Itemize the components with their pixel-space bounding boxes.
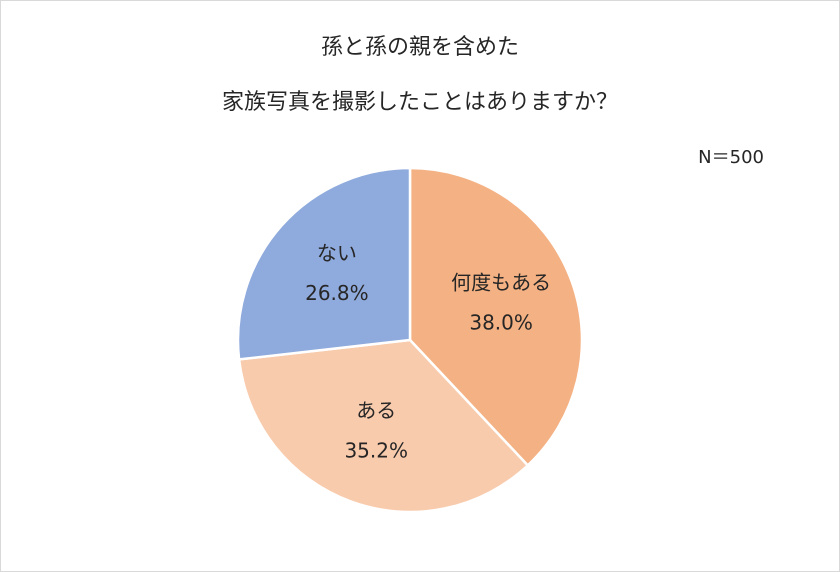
slice-category-label: ある [356, 398, 396, 422]
pie-slice [236, 166, 412, 361]
slice-category-label: ない [317, 241, 357, 265]
pie-slice [237, 338, 530, 514]
slice-value-label: 35.2% [344, 438, 408, 462]
slice-value-label: 38.0% [469, 310, 533, 334]
chart-title: 孫と孫の親を含めた [321, 35, 519, 60]
pie-slice [408, 166, 584, 468]
chart-title: 家族写真を撮影したことはありますか？ [222, 90, 618, 115]
sample-size-note: N＝500 [698, 147, 764, 168]
slice-category-label: 何度もある [451, 270, 551, 294]
slice-value-label: 26.8% [305, 281, 369, 305]
